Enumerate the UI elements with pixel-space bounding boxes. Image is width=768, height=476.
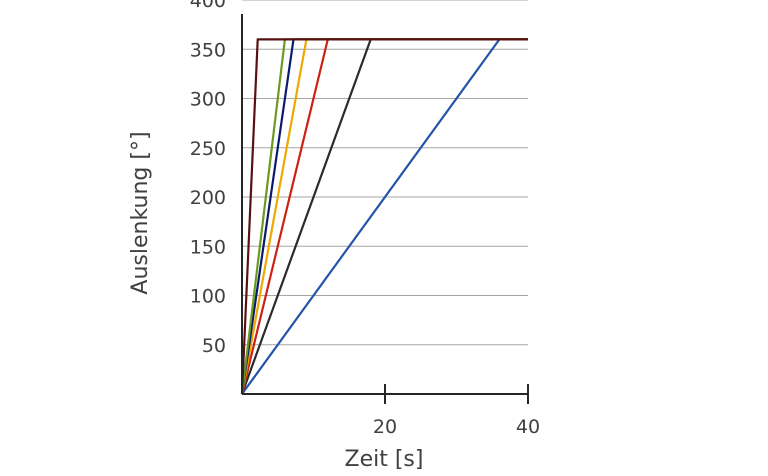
x-tick-label: 40	[516, 416, 540, 438]
y-tick-label: 100	[190, 286, 226, 308]
y-tick-label: 400	[190, 0, 226, 12]
series-line-7	[240, 38, 528, 395]
axes	[241, 14, 529, 404]
x-axis-label: Zeit [s]	[345, 447, 424, 472]
y-tick-label: 150	[190, 236, 226, 258]
series-lines	[240, 38, 528, 395]
x-tick-label: 20	[373, 416, 397, 438]
y-tick-label: 50	[202, 335, 226, 357]
grid-lines	[242, 0, 528, 346]
tick-labels: 50 100 150 200 250 300 350 400 20 40	[190, 0, 540, 438]
y-tick-label: 200	[190, 187, 226, 209]
y-tick-label: 350	[190, 39, 226, 61]
y-axis-label: Auslenkung [°]	[128, 131, 153, 294]
y-tick-label: 300	[190, 89, 226, 111]
y-tick-label: 250	[190, 138, 226, 160]
